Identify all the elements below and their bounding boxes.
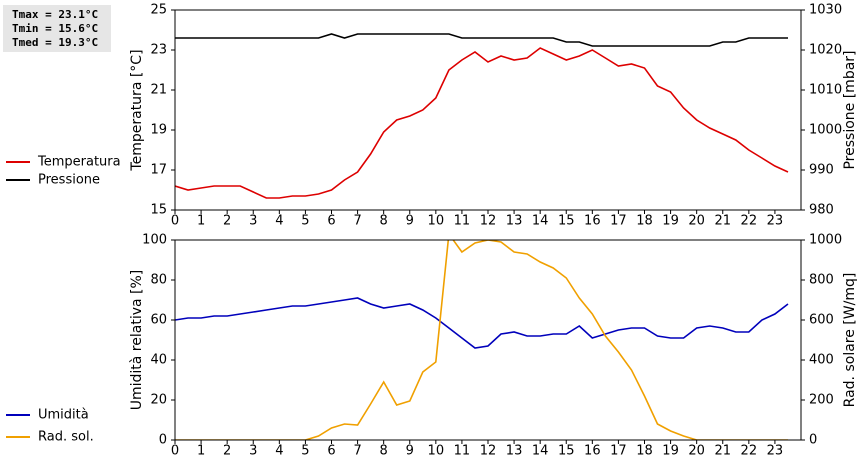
x-tick-label: 15	[558, 214, 575, 229]
x-tick-label: 7	[353, 214, 361, 229]
x-tick-label: 21	[714, 444, 731, 459]
y2-tick-label: 400	[809, 353, 834, 368]
x-tick-label: 23	[767, 444, 784, 459]
x-tick-label: 10	[428, 444, 445, 459]
legend-label: Umidità	[38, 408, 89, 423]
y2-tick-label: 800	[809, 273, 834, 288]
x-tick-label: 23	[767, 214, 784, 229]
y-tick-label: 80	[150, 273, 167, 288]
legend-label: Temperatura	[37, 155, 121, 170]
y2-tick-label: 1000	[809, 123, 842, 138]
x-tick-label: 17	[610, 444, 627, 459]
x-tick-label: 12	[480, 444, 497, 459]
x-tick-label: 0	[171, 214, 179, 229]
y-tick-label: 100	[142, 233, 167, 248]
x-tick-label: 2	[223, 214, 231, 229]
y2-tick-label: 200	[809, 393, 834, 408]
x-tick-label: 5	[301, 444, 309, 459]
plot-frame	[174, 239, 802, 441]
series-line	[175, 47, 789, 199]
x-tick-label: 14	[532, 444, 549, 459]
x-tick-label: 13	[506, 214, 523, 229]
y2-tick-label: 990	[809, 163, 834, 178]
x-tick-label: 20	[688, 444, 705, 459]
y-tick-label: 25	[150, 3, 167, 18]
legend-label: Pressione	[38, 173, 100, 188]
x-tick-label: 11	[454, 214, 471, 229]
x-tick-label: 19	[662, 214, 679, 229]
y2-tick-label: 1020	[809, 43, 842, 58]
x-tick-label: 22	[741, 214, 758, 229]
y-axis-title: Umidità relativa [%]	[129, 270, 145, 411]
x-tick-label: 1	[197, 214, 205, 229]
x-tick-label: 16	[584, 214, 601, 229]
y-tick-label: 20	[150, 393, 167, 408]
x-tick-label: 8	[380, 214, 388, 229]
y-tick-label: 15	[150, 203, 167, 218]
y2-tick-label: 1030	[809, 3, 842, 18]
x-tick-label: 18	[636, 444, 653, 459]
y2-tick-label: 600	[809, 313, 834, 328]
x-tick-label: 18	[636, 214, 653, 229]
y2-axis-title: Rad. solare [W/mq]	[842, 273, 858, 408]
x-tick-label: 4	[275, 444, 283, 459]
x-tick-label: 2	[223, 444, 231, 459]
y-tick-label: 19	[150, 123, 167, 138]
y-tick-label: 21	[150, 83, 167, 98]
series-line	[175, 240, 788, 440]
x-tick-label: 7	[353, 444, 361, 459]
y-tick-label: 40	[150, 353, 167, 368]
x-tick-label: 6	[327, 444, 335, 459]
x-tick-label: 6	[327, 214, 335, 229]
plot-frame	[174, 9, 802, 211]
stat-tmax: Tmax = 23.1°C	[12, 8, 98, 21]
y2-tick-label: 1010	[809, 83, 842, 98]
x-tick-label: 12	[480, 214, 497, 229]
x-tick-label: 20	[688, 214, 705, 229]
y2-axis-title: Pressione [mbar]	[842, 50, 858, 169]
stat-tmed: Tmed = 19.3°C	[12, 36, 98, 49]
y-tick-label: 23	[150, 43, 167, 58]
x-tick-label: 4	[275, 214, 283, 229]
x-tick-label: 11	[454, 444, 471, 459]
x-tick-label: 9	[406, 444, 414, 459]
x-tick-label: 3	[249, 214, 257, 229]
x-tick-label: 3	[249, 444, 257, 459]
y2-tick-label: 1000	[809, 233, 842, 248]
series-line	[175, 297, 789, 349]
x-tick-label: 13	[506, 444, 523, 459]
y-tick-label: 60	[150, 313, 167, 328]
x-tick-label: 5	[301, 214, 309, 229]
y-tick-label: 0	[159, 433, 167, 448]
x-tick-label: 22	[741, 444, 758, 459]
x-tick-label: 9	[406, 214, 414, 229]
x-tick-label: 10	[428, 214, 445, 229]
x-tick-label: 1	[197, 444, 205, 459]
x-tick-label: 19	[662, 444, 679, 459]
x-tick-label: 15	[558, 444, 575, 459]
y-tick-label: 17	[150, 163, 167, 178]
x-tick-label: 8	[380, 444, 388, 459]
y-axis-title: Temperatura [°C]	[129, 49, 145, 171]
stat-tmin: Tmin = 15.6°C	[12, 22, 98, 35]
legend-label: Rad. sol.	[38, 430, 94, 445]
x-tick-label: 14	[532, 214, 549, 229]
stats-box	[3, 5, 111, 52]
x-tick-label: 21	[714, 214, 731, 229]
series-line	[175, 33, 788, 47]
y2-tick-label: 980	[809, 203, 834, 218]
x-tick-label: 0	[171, 444, 179, 459]
x-tick-label: 16	[584, 444, 601, 459]
x-tick-label: 17	[610, 214, 627, 229]
y2-tick-label: 0	[809, 433, 817, 448]
